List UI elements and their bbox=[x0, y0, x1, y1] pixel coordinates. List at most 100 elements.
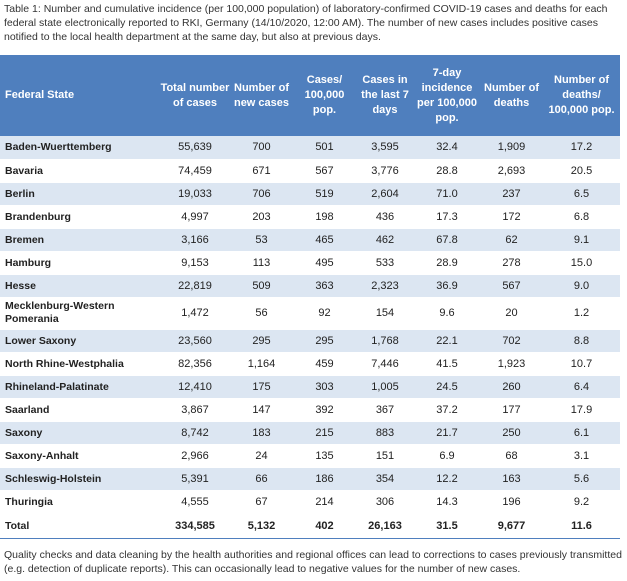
total-cases-per-100k: 402 bbox=[293, 512, 356, 539]
incidence-7-day-cell: 9.6 bbox=[414, 297, 480, 330]
state-name: Brandenburg bbox=[0, 205, 160, 229]
deaths-cell: 172 bbox=[480, 205, 543, 229]
total-cases-cell: 55,639 bbox=[160, 136, 230, 160]
incidence-7-day-cell: 21.7 bbox=[414, 421, 480, 445]
deaths-cell: 237 bbox=[480, 182, 543, 206]
new-cases-cell: 147 bbox=[230, 398, 293, 422]
deaths-cell: 62 bbox=[480, 228, 543, 252]
total-last-7-days: 26,163 bbox=[356, 512, 414, 539]
state-name: Saxony-Anhalt bbox=[0, 444, 160, 468]
deaths-per-100k-cell: 8.8 bbox=[543, 329, 620, 353]
last-7-days-cell: 462 bbox=[356, 228, 414, 252]
new-cases-cell: 53 bbox=[230, 228, 293, 252]
incidence-7-day-cell: 67.8 bbox=[414, 228, 480, 252]
new-cases-cell: 1,164 bbox=[230, 352, 293, 376]
deaths-per-100k-cell: 10.7 bbox=[543, 352, 620, 376]
header-deaths: Number of deaths bbox=[480, 55, 543, 136]
new-cases-cell: 67 bbox=[230, 490, 293, 514]
total-cases-cell: 3,166 bbox=[160, 228, 230, 252]
cases-per-100k-cell: 198 bbox=[293, 205, 356, 229]
new-cases-cell: 113 bbox=[230, 251, 293, 275]
total-deaths: 9,677 bbox=[480, 512, 543, 539]
header-row: Federal State Total number of cases Numb… bbox=[0, 55, 620, 136]
state-name: Mecklenburg-Western Pomerania bbox=[0, 297, 160, 330]
incidence-7-day-cell: 28.9 bbox=[414, 251, 480, 275]
table-footnote: Quality checks and data cleaning by the … bbox=[4, 549, 622, 575]
total-cases-cell: 4,555 bbox=[160, 490, 230, 514]
last-7-days-cell: 7,446 bbox=[356, 352, 414, 376]
state-name: Saxony bbox=[0, 421, 160, 445]
new-cases-cell: 509 bbox=[230, 274, 293, 298]
deaths-cell: 250 bbox=[480, 421, 543, 445]
state-name: Hamburg bbox=[0, 251, 160, 275]
total-label: Total bbox=[0, 512, 160, 539]
cases-per-100k-cell: 459 bbox=[293, 352, 356, 376]
deaths-cell: 567 bbox=[480, 274, 543, 298]
deaths-cell: 702 bbox=[480, 329, 543, 353]
total-cases-cell: 3,867 bbox=[160, 398, 230, 422]
last-7-days-cell: 354 bbox=[356, 467, 414, 491]
state-name: Bremen bbox=[0, 228, 160, 252]
last-7-days-cell: 1,005 bbox=[356, 375, 414, 399]
total-cases-cell: 4,997 bbox=[160, 205, 230, 229]
total-cases-cell: 12,410 bbox=[160, 375, 230, 399]
new-cases-cell: 183 bbox=[230, 421, 293, 445]
last-7-days-cell: 154 bbox=[356, 297, 414, 330]
total-row: Total 334,585 5,132 402 26,163 31.5 9,67… bbox=[0, 512, 620, 539]
last-7-days-cell: 3,776 bbox=[356, 159, 414, 183]
new-cases-cell: 56 bbox=[230, 297, 293, 330]
table-row: Baden-Wuerttemberg 55,639 700 501 3,595 32.4 1… bbox=[0, 136, 620, 160]
total-7-day-incidence: 31.5 bbox=[414, 512, 480, 539]
total-cases-cell: 2,966 bbox=[160, 444, 230, 468]
cases-per-100k-cell: 215 bbox=[293, 421, 356, 445]
state-name: Berlin bbox=[0, 182, 160, 206]
deaths-cell: 260 bbox=[480, 375, 543, 399]
header-deaths-per-100k: Number of deaths/ 100,000 pop. bbox=[543, 55, 620, 136]
deaths-per-100k-cell: 9.2 bbox=[543, 490, 620, 514]
header-total-cases: Total number of cases bbox=[160, 55, 230, 136]
new-cases-cell: 175 bbox=[230, 375, 293, 399]
deaths-cell: 68 bbox=[480, 444, 543, 468]
deaths-per-100k-cell: 9.1 bbox=[543, 228, 620, 252]
last-7-days-cell: 367 bbox=[356, 398, 414, 422]
table-row: Saarland 3,867 147 392 367 37.2 177 17.9 bbox=[0, 398, 620, 422]
cases-per-100k-cell: 465 bbox=[293, 228, 356, 252]
deaths-per-100k-cell: 15.0 bbox=[543, 251, 620, 275]
table-row: Saxony-Anhalt 2,966 24 135 151 6.9 68 3.1 bbox=[0, 444, 620, 468]
cases-per-100k-cell: 519 bbox=[293, 182, 356, 206]
state-name: Lower Saxony bbox=[0, 329, 160, 353]
incidence-7-day-cell: 71.0 bbox=[414, 182, 480, 206]
table-row: Schleswig-Holstein 5,391 66 186 354 12.2 163 5.… bbox=[0, 467, 620, 491]
total-cases-cell: 9,153 bbox=[160, 251, 230, 275]
header-new-cases: Number of new cases bbox=[230, 55, 293, 136]
total-cases-cell: 8,742 bbox=[160, 421, 230, 445]
deaths-cell: 1,923 bbox=[480, 352, 543, 376]
deaths-per-100k-cell: 3.1 bbox=[543, 444, 620, 468]
last-7-days-cell: 2,323 bbox=[356, 274, 414, 298]
cases-per-100k-cell: 567 bbox=[293, 159, 356, 183]
deaths-per-100k-cell: 1.2 bbox=[543, 297, 620, 330]
cases-per-100k-cell: 186 bbox=[293, 467, 356, 491]
table-row: Bavaria 74,459 671 567 3,776 28.8 2,693 20.5 bbox=[0, 159, 620, 183]
state-name: Saarland bbox=[0, 398, 160, 422]
new-cases-cell: 24 bbox=[230, 444, 293, 468]
deaths-per-100k-cell: 6.4 bbox=[543, 375, 620, 399]
total-cases-cell: 23,560 bbox=[160, 329, 230, 353]
table-body: Baden-Wuerttemberg 55,639 700 501 3,595 32.4 1… bbox=[0, 136, 620, 539]
cases-per-100k-cell: 363 bbox=[293, 274, 356, 298]
header-federal-state: Federal State bbox=[0, 55, 160, 136]
new-cases-cell: 203 bbox=[230, 205, 293, 229]
table-row: Thuringia 4,555 67 214 306 14.3 196 9.2 bbox=[0, 490, 620, 514]
total-cases-cell: 19,033 bbox=[160, 182, 230, 206]
incidence-7-day-cell: 12.2 bbox=[414, 467, 480, 491]
header-cases-last-7-days: Cases in the last 7 days bbox=[356, 55, 414, 136]
incidence-7-day-cell: 36.9 bbox=[414, 274, 480, 298]
total-cases-cell: 74,459 bbox=[160, 159, 230, 183]
table-row: Brandenburg 4,997 203 198 436 17.3 172 6.8 bbox=[0, 205, 620, 229]
deaths-per-100k-cell: 6.5 bbox=[543, 182, 620, 206]
header-cases-per-100k: Cases/ 100,000 pop. bbox=[293, 55, 356, 136]
covid-cases-table: Federal State Total number of cases Numb… bbox=[0, 55, 620, 539]
deaths-cell: 2,693 bbox=[480, 159, 543, 183]
cases-per-100k-cell: 303 bbox=[293, 375, 356, 399]
total-cases-cell: 82,356 bbox=[160, 352, 230, 376]
